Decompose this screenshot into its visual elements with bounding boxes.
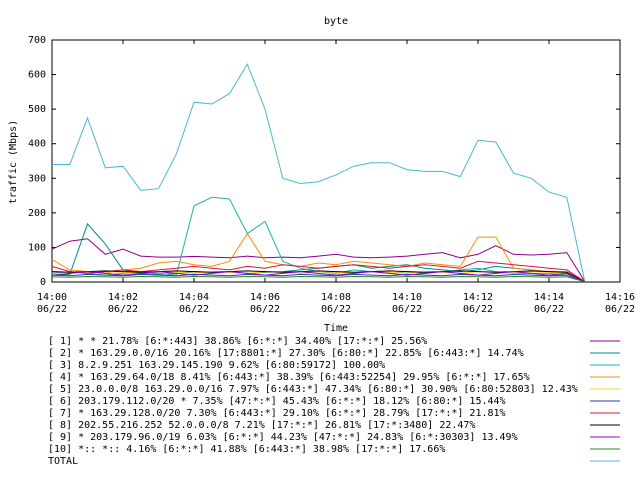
legend-label-4: [ 4] * 163.29.64.0/18 8.41% [6:443:*] 38… xyxy=(48,372,530,383)
series-line-6 xyxy=(51,273,585,283)
x-tick-date: 06/22 xyxy=(392,304,422,315)
x-tick-date: 06/22 xyxy=(108,304,138,315)
legend-label-10: [10] *:: *:: 4.16% [6:*:*] 41.88% [6:443… xyxy=(48,444,445,455)
x-tick-time: 14:16 xyxy=(605,292,635,303)
x-tick-time: 14:04 xyxy=(179,292,209,303)
y-tick-label: 200 xyxy=(28,208,46,219)
plot-frame xyxy=(51,39,621,283)
y-tick-label: 0 xyxy=(40,277,46,288)
y-axis-label: traffic (Mbps) xyxy=(8,120,19,204)
series-line-11 xyxy=(52,63,585,281)
series-line-10 xyxy=(51,275,585,283)
x-tick-date: 06/22 xyxy=(463,304,493,315)
x-tick-date: 06/22 xyxy=(321,304,351,315)
legend-label-1: [ 1] * * 21.78% [6:*:443] 38.86% [6:*:*]… xyxy=(48,336,427,347)
x-axis-label: Time xyxy=(324,323,348,334)
x-tick-time: 14:00 xyxy=(37,292,67,303)
legend-label-5: [ 5] 23.0.0.0/8 163.29.0.0/16 7.97% [6:4… xyxy=(48,384,578,395)
legend-label-3: [ 3] 8.2.9.251 163.29.145.190 9.62% [6:8… xyxy=(48,360,385,371)
x-tick-time: 14:02 xyxy=(108,292,138,303)
y-tick-label: 100 xyxy=(28,242,46,253)
x-tick-date: 06/22 xyxy=(179,304,209,315)
legend-label-8: [ 8] 202.55.216.252 52.0.0.0/8 7.21% [17… xyxy=(48,420,475,431)
x-tick-date: 06/22 xyxy=(534,304,564,315)
series-line-4 xyxy=(51,232,585,282)
x-tick-date: 06/22 xyxy=(605,304,635,315)
legend-label-9: [ 9] * 203.179.96.0/19 6.03% [6:*:*] 44.… xyxy=(48,432,518,443)
y-tick-label: 600 xyxy=(28,70,46,81)
y-tick-label: 300 xyxy=(28,173,46,184)
series-lines xyxy=(51,63,585,283)
series-line-1 xyxy=(51,238,585,282)
series-line-8 xyxy=(51,270,585,283)
x-tick-time: 14:12 xyxy=(463,292,493,303)
series-line-7 xyxy=(51,260,585,282)
x-tick-date: 06/22 xyxy=(250,304,280,315)
y-tick-label: 500 xyxy=(28,104,46,115)
axes: 010020030040050060070014:0006/2214:0206/… xyxy=(28,35,635,315)
legend: [ 1] * * 21.78% [6:*:443] 38.86% [6:*:*]… xyxy=(48,336,620,467)
chart-title: byte xyxy=(324,16,348,27)
y-tick-label: 400 xyxy=(28,139,46,150)
x-tick-time: 14:10 xyxy=(392,292,422,303)
series-line-9 xyxy=(51,271,585,283)
legend-label-7: [ 7] * 163.29.128.0/20 7.30% [6:443:*] 2… xyxy=(48,408,506,419)
legend-label-11: TOTAL xyxy=(48,456,78,467)
x-tick-date: 06/22 xyxy=(37,304,67,315)
x-tick-time: 14:14 xyxy=(534,292,564,303)
legend-label-2: [ 2] * 163.29.0.0/16 20.16% [17:8801:*] … xyxy=(48,348,524,359)
y-tick-label: 700 xyxy=(28,35,46,46)
legend-label-6: [ 6] 203.179.112.0/20 * 7.35% [47:*:*] 4… xyxy=(48,396,506,407)
x-tick-time: 14:06 xyxy=(250,292,280,303)
x-tick-time: 14:08 xyxy=(321,292,351,303)
